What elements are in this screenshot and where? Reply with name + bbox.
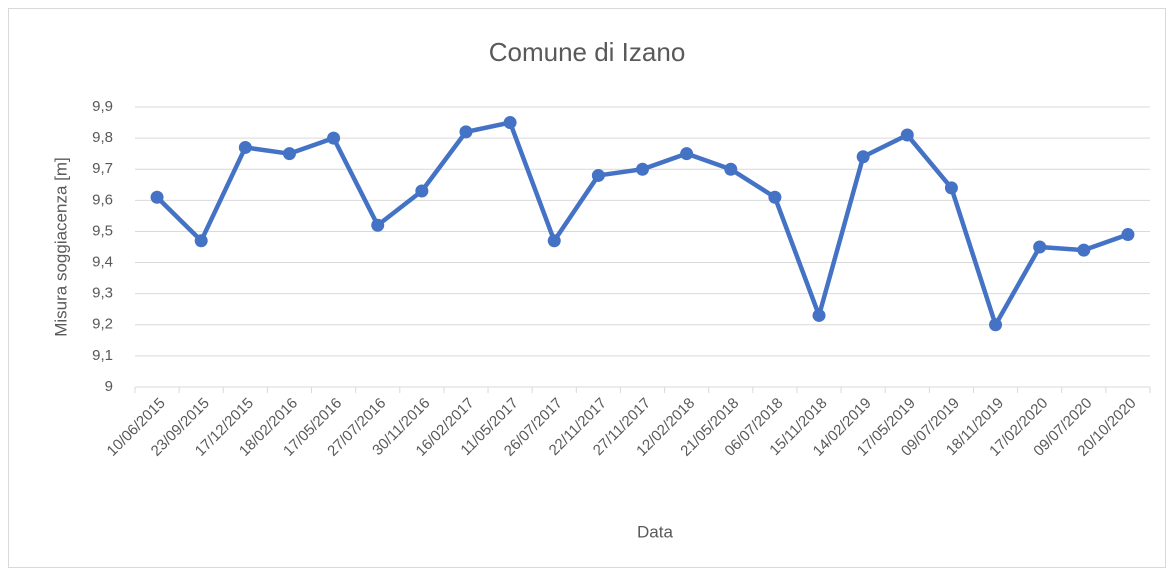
data-point (856, 150, 870, 164)
data-point (636, 162, 649, 176)
data-point (1077, 243, 1091, 257)
y-tick-label: 9,4 (92, 254, 113, 271)
data-point (680, 147, 694, 161)
y-tick-label: 9,3 (92, 285, 113, 302)
y-tick-label: 9,5 (92, 222, 113, 239)
data-point (194, 234, 208, 248)
y-tick-label: 9,1 (92, 347, 113, 364)
x-axis-label: Data (637, 522, 673, 541)
data-point (989, 318, 1003, 332)
data-point (591, 168, 605, 182)
y-tick-label: 9,8 (92, 129, 113, 146)
chart-title: Comune di Izano (489, 37, 686, 67)
data-point (150, 190, 164, 204)
data-point (503, 116, 517, 130)
data-point (812, 308, 826, 322)
data-point (1033, 240, 1047, 254)
data-point (900, 128, 914, 142)
data-point (327, 131, 341, 145)
y-tick-label: 9,2 (92, 316, 113, 333)
data-point (459, 125, 473, 139)
y-tick-label: 9,9 (92, 98, 113, 115)
y-tick-label: 9,7 (92, 160, 113, 177)
data-point (371, 218, 385, 232)
data-point (768, 190, 782, 204)
y-axis-label: Misura soggiacenza [m] (51, 157, 70, 337)
y-tick-label: 9,6 (92, 191, 113, 208)
data-point (238, 140, 252, 154)
data-point (944, 181, 958, 195)
data-point (724, 162, 738, 176)
data-point (282, 147, 296, 161)
data-point (415, 184, 429, 198)
data-point (1121, 228, 1135, 242)
chart-frame (8, 8, 1166, 568)
y-tick-label: 9 (105, 378, 113, 395)
data-point (547, 234, 561, 248)
